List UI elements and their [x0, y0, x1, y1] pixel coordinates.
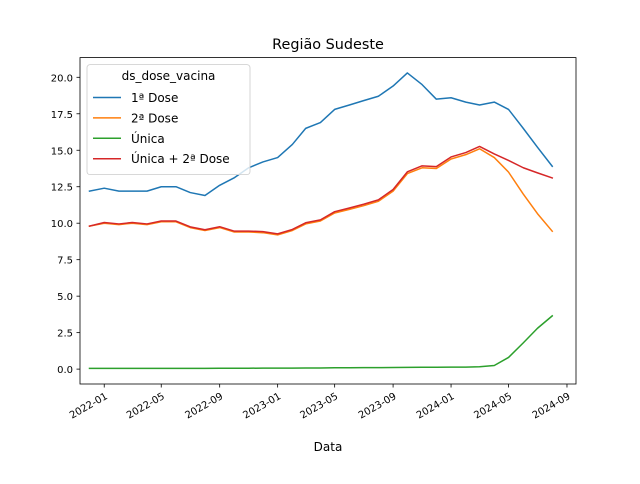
series-line-3 — [88, 145, 554, 235]
legend-label-3: Única + 2ª Dose — [131, 151, 230, 166]
x-axis-label: Data — [314, 440, 343, 454]
y-tick-label-7: 17.5 — [51, 110, 73, 121]
legend-box — [86, 64, 251, 175]
y-tick-label-2: 5.0 — [57, 292, 73, 303]
legend-label-1: 2ª Dose — [131, 111, 178, 125]
y-tick-label-0: 0.0 — [57, 365, 73, 376]
y-tick-label-6: 15.0 — [51, 146, 73, 157]
legend: ds_dose_vacina 1ª Dose 2ª Dose Única Única … — [86, 64, 251, 175]
series-line-2 — [88, 314, 554, 370]
plot-frame — [79, 57, 577, 385]
y-tick-label-4: 10.0 — [51, 219, 73, 230]
y-axis: 0.0 2.5 5.0 7.5 10.0 12.5 15.0 17.5 20.0 — [51, 73, 80, 376]
legend-title: ds_dose_vacina — [122, 69, 216, 83]
y-tick-label-3: 7.5 — [57, 256, 73, 267]
series-layer — [88, 72, 554, 370]
y-tick-label-8: 20.0 — [51, 73, 73, 84]
y-tick-label-1: 2.5 — [57, 329, 73, 340]
chart-title: Região Sudeste — [272, 37, 384, 53]
series-line-0 — [88, 72, 554, 197]
y-tick-label-5: 12.5 — [51, 183, 73, 194]
legend-label-0: 1ª Dose — [131, 91, 178, 105]
legend-items: 1ª Dose 2ª Dose Única Única + 2ª Dose — [93, 91, 230, 166]
legend-label-2: Única — [131, 131, 165, 146]
